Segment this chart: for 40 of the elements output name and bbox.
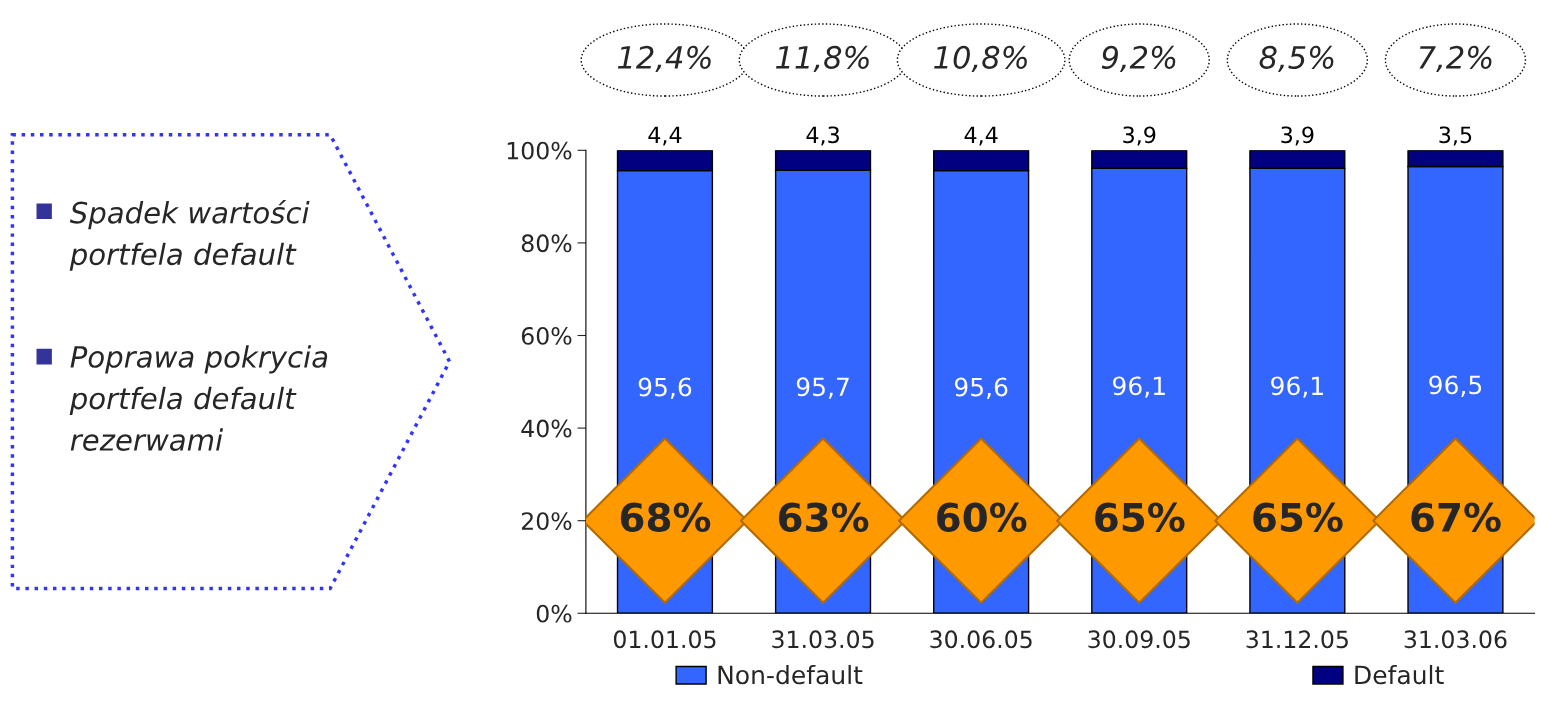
y-tick-label: 80% [521,234,572,253]
annotation: 68% [620,502,711,532]
y-tick-label: 100% [507,141,572,160]
data-label: 96,5 [1429,375,1482,397]
legend-label: Non-default [718,664,863,685]
data-label: 95,6 [954,377,1008,400]
legend-label: Default [1355,664,1444,685]
data-label: 3,9 [1281,126,1314,146]
data-label: 95,7 [796,377,849,399]
annotation: 63% [778,502,869,532]
y-tick-label: 60% [521,326,572,345]
text: Poprawa pokrycia portfela default rezerwami [69,345,328,451]
data-label: 3,9 [1123,126,1156,146]
text: 7,2% [1419,45,1492,73]
data-label: 95,6 [638,377,692,400]
data-label: 4,4 [648,126,682,146]
data-label: 4,3 [806,126,839,146]
y-tick-label: 0% [536,604,572,623]
data-label: 96,1 [1112,376,1165,398]
annotation: 60% [937,502,1027,532]
x-tick-label: 31.12.05 [1246,630,1348,649]
text: 8,5% [1259,45,1334,73]
x-tick-label: 31.03.06 [1404,630,1507,649]
data-label: 96,1 [1271,376,1323,398]
text: 9,2% [1101,45,1176,73]
x-tick-label: 30.09.05 [1088,630,1190,649]
annotation: 67% [1411,502,1501,532]
x-tick-label: 30.06.05 [930,630,1032,649]
text: 10,8% [934,45,1027,73]
data-label: 3,5 [1439,126,1472,146]
data-label: 4,4 [964,126,998,146]
text: 11,8% [776,45,869,73]
text: 12,4% [617,45,711,73]
text: Spadek wartości portfela default [69,199,310,271]
annotation: 65% [1253,502,1343,532]
y-tick-label: 20% [521,512,572,530]
x-tick-label: 01.01.05 [613,630,716,649]
y-tick-label: 40% [521,419,572,438]
x-tick-label: 31.03.05 [772,630,874,649]
annotation: 65% [1095,502,1185,532]
